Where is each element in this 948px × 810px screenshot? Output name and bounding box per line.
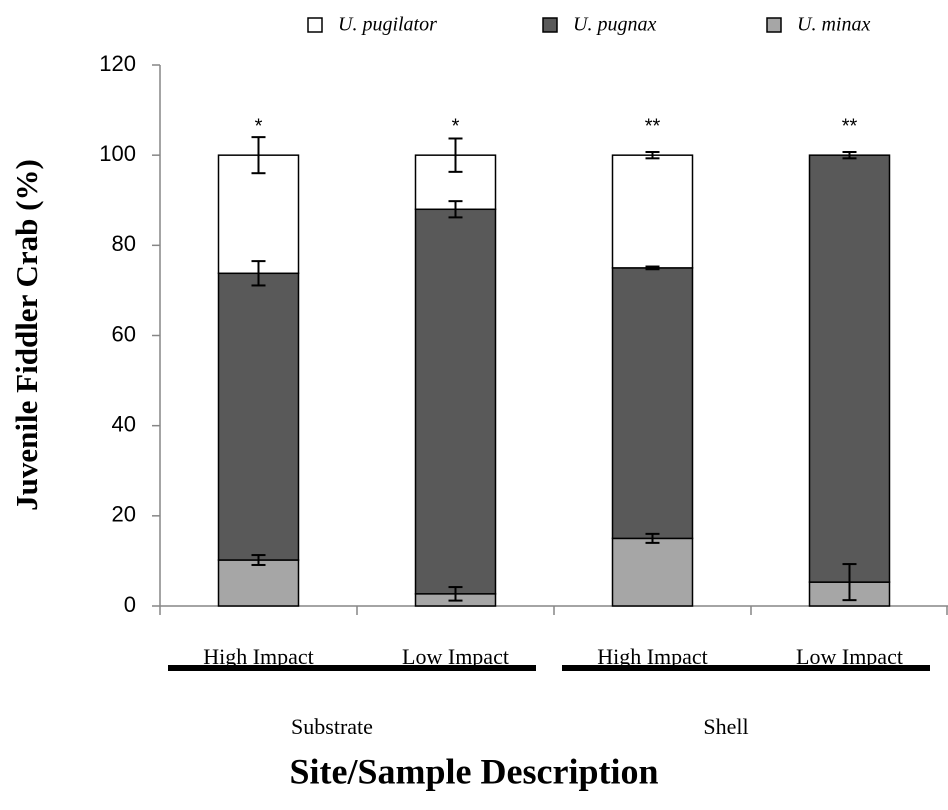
x-tick-label: High Impact xyxy=(597,644,708,669)
y-tick-label: 80 xyxy=(112,231,136,256)
y-tick-label: 40 xyxy=(112,411,136,436)
annotation: ** xyxy=(842,115,858,137)
error-bar xyxy=(842,563,857,602)
error-bar xyxy=(448,586,463,602)
legend-swatch xyxy=(542,17,558,33)
error-bar xyxy=(251,554,266,566)
x-tick-label: High Impact xyxy=(203,644,314,669)
y-tick-label: 100 xyxy=(99,141,136,166)
bar-segment xyxy=(217,154,300,275)
bar-segment xyxy=(414,208,497,595)
error-bar xyxy=(448,200,463,219)
x-axis-title: Site/Sample Description xyxy=(290,751,659,791)
annotation: ** xyxy=(645,115,661,137)
error-bar xyxy=(645,532,660,544)
error-bar xyxy=(251,136,266,175)
group-label: Substrate xyxy=(291,714,373,739)
y-tick-label: 120 xyxy=(99,51,136,76)
y-axis-title: Juvenile Fiddler Crab (%) xyxy=(9,159,44,511)
y-tick-label: 60 xyxy=(112,321,136,346)
x-tick-label: Low Impact xyxy=(796,644,903,669)
legend-swatch xyxy=(766,17,782,33)
error-bar xyxy=(842,151,857,160)
error-bar xyxy=(251,260,266,287)
legend-label: U. pugilator xyxy=(338,14,437,36)
legend-label: U. minax xyxy=(797,14,870,36)
bar-segment xyxy=(217,272,300,561)
x-tick-label: Low Impact xyxy=(402,644,509,669)
bar-segment xyxy=(217,559,300,607)
bar-segment xyxy=(611,537,694,607)
group-label: Shell xyxy=(703,714,748,739)
error-bar xyxy=(645,265,660,271)
bar-segment xyxy=(611,154,694,269)
bar-segment xyxy=(611,267,694,540)
annotation: * xyxy=(255,115,263,137)
legend-swatch xyxy=(307,17,323,33)
error-bar xyxy=(645,151,660,160)
error-bar xyxy=(448,137,463,173)
y-tick-label: 0 xyxy=(124,592,136,617)
legend-label: U. pugnax xyxy=(573,14,656,36)
annotation: * xyxy=(452,115,460,137)
bar-segment xyxy=(808,154,891,583)
y-tick-label: 20 xyxy=(112,502,136,527)
